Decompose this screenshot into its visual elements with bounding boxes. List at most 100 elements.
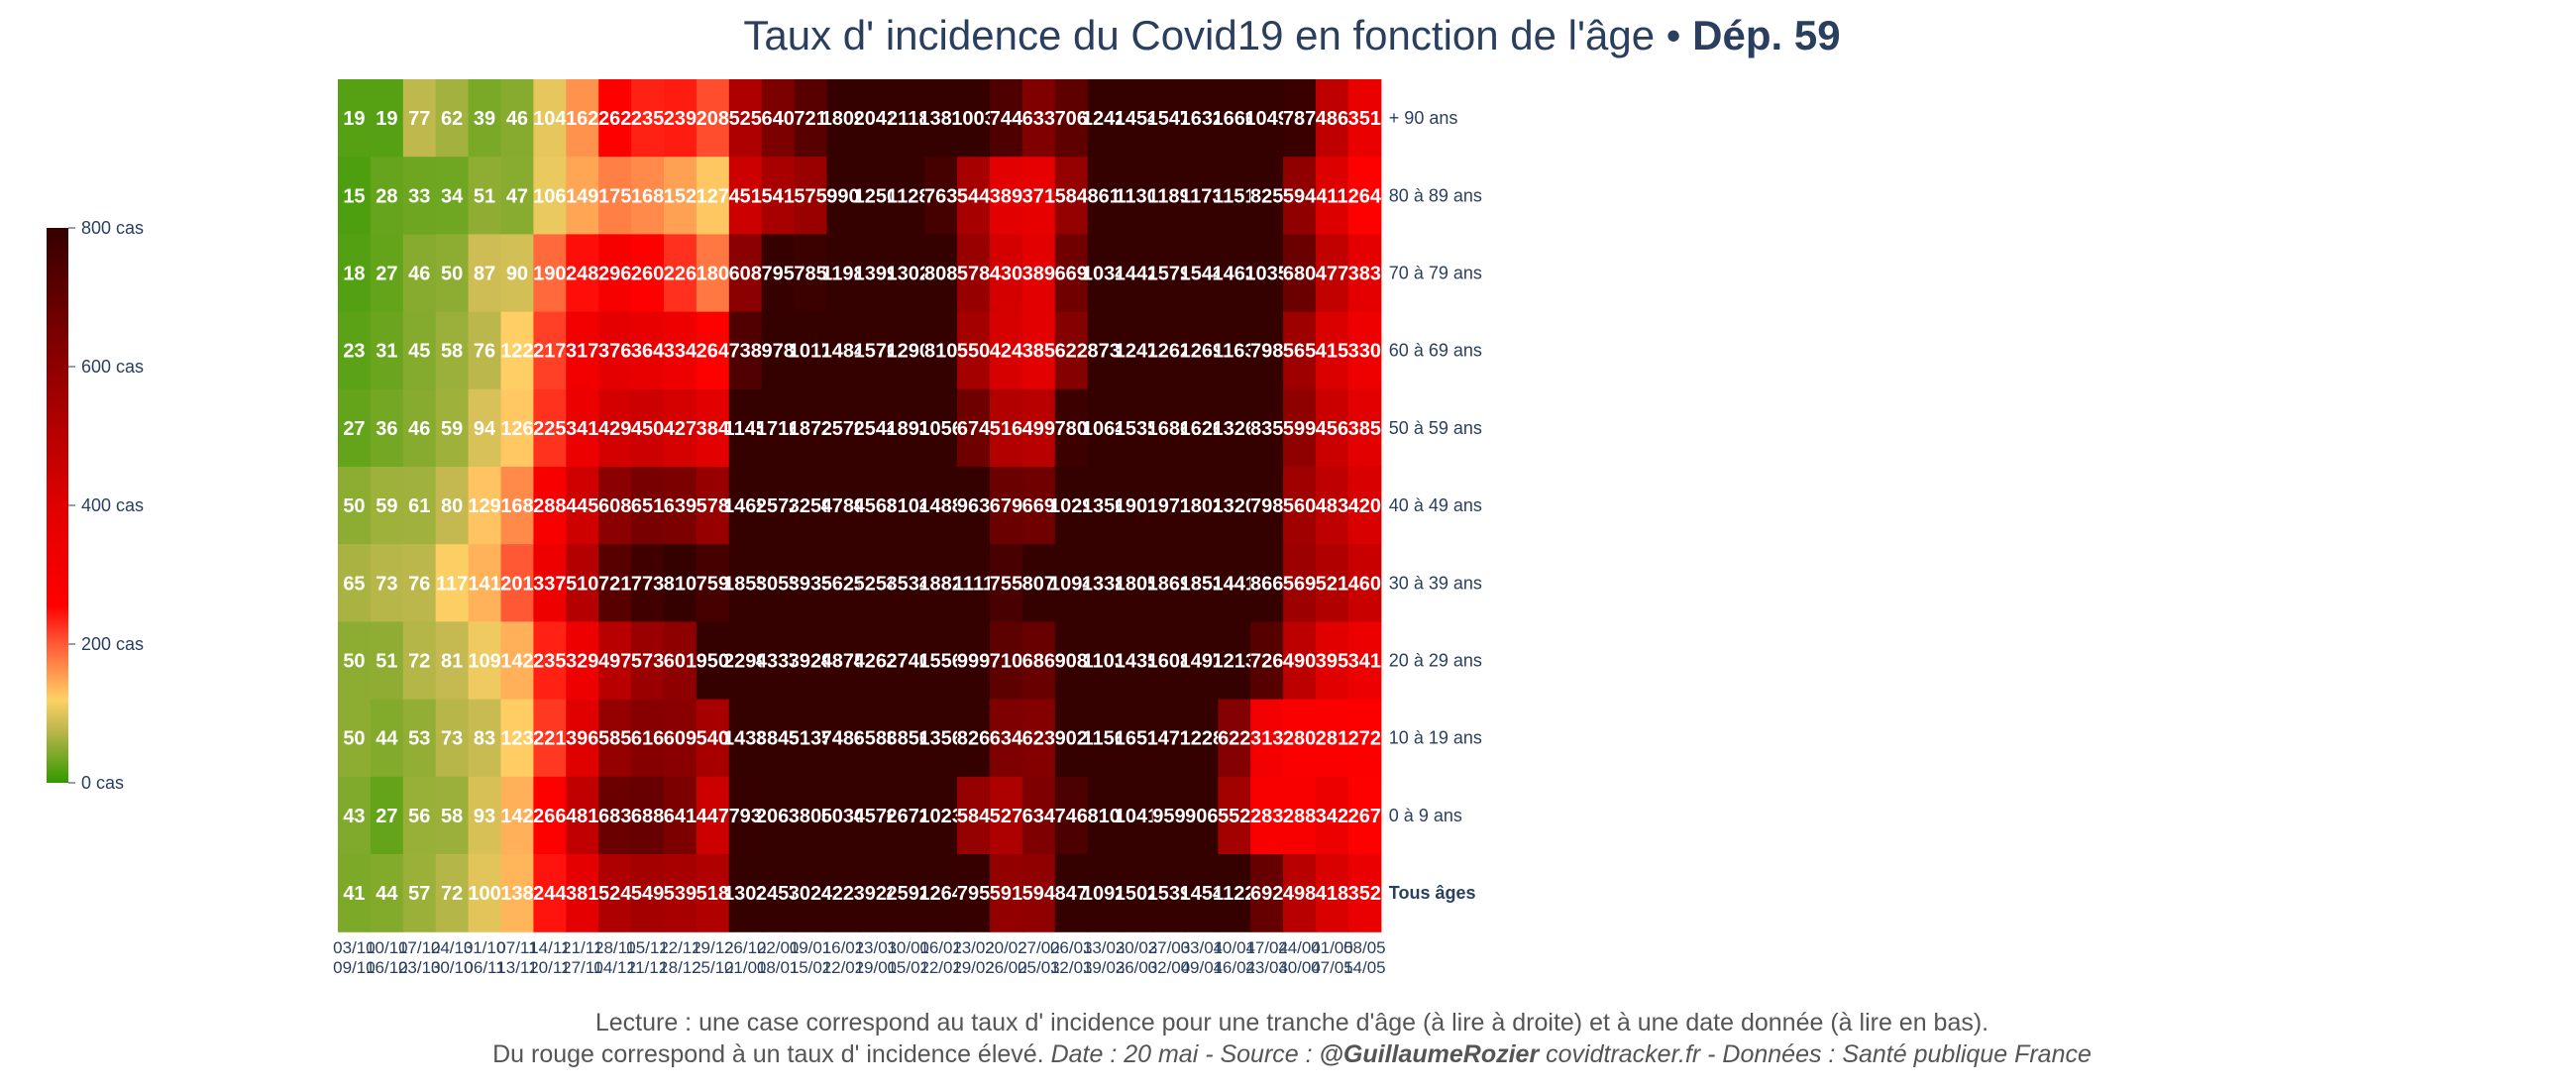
cell-value-label: 825 — [1250, 185, 1283, 207]
cell-value-label: 477 — [1316, 264, 1348, 285]
heatmap-cell — [1021, 157, 1056, 235]
legend-tick-label: 200 cas — [81, 634, 144, 654]
cell-value-label: 424 — [990, 341, 1023, 363]
heatmap-cell — [1218, 467, 1251, 545]
heatmap-cell — [794, 699, 828, 778]
heatmap-cell — [338, 388, 372, 468]
heatmap-cell — [1218, 234, 1251, 313]
heatmap-cell — [468, 776, 502, 855]
cell-value-label: 1151 — [1213, 185, 1255, 207]
heatmap-cell — [1021, 854, 1056, 932]
cell-value-label: 93 — [474, 806, 495, 827]
cell-value-label: 244 — [533, 883, 567, 905]
heatmap-cell — [370, 854, 404, 932]
cell-value-label: 450 — [631, 418, 664, 440]
heatmap-cell — [1218, 854, 1251, 932]
cell-value-label: 3534 — [887, 573, 931, 595]
heatmap-cell — [1120, 544, 1154, 622]
cell-value-label: 28 — [376, 185, 397, 207]
cell-value-label: 3843 — [756, 728, 801, 750]
cell-value-label: 906 — [1185, 806, 1218, 827]
cell-value-label: 826 — [957, 728, 990, 750]
heatmap-cell — [1087, 621, 1122, 701]
cell-value-label: 162 — [566, 108, 598, 130]
heatmap-cell — [1218, 776, 1251, 855]
cell-value-label: 1855 — [723, 573, 768, 595]
heatmap-cell — [1185, 854, 1219, 932]
cell-value-label: 138 — [500, 883, 533, 905]
heatmap-cell — [859, 621, 893, 701]
cell-value-label: 959 — [1152, 806, 1185, 827]
cell-value-label: 1901 — [1115, 495, 1159, 517]
heatmap-cell — [859, 157, 893, 235]
week-tick-label: 16/01 22/01 — [822, 938, 865, 977]
cell-value-label: 521 — [1316, 573, 1348, 595]
heatmap-cell — [1283, 854, 1317, 932]
heatmap-cell — [728, 854, 763, 932]
heatmap-cell — [402, 234, 437, 313]
heatmap-cell — [598, 311, 632, 390]
cell-value-label: 706 — [1055, 108, 1088, 130]
heatmap-cell — [1087, 157, 1122, 235]
age-group-label: + 90 ans — [1389, 108, 1458, 128]
cell-value-label: 1092 — [1082, 883, 1127, 905]
cell-value-label: 641 — [664, 806, 697, 827]
heatmap-cell — [1250, 79, 1284, 158]
cell-value-label: 59 — [441, 418, 463, 440]
cell-value-label: 58 — [441, 341, 463, 363]
heatmap-cell — [1120, 621, 1154, 701]
heatmap-cell — [826, 621, 860, 701]
heatmap-cell — [1054, 854, 1089, 932]
cell-value-label: 1497 — [1180, 651, 1225, 673]
cell-value-label: 1198 — [821, 264, 864, 285]
cell-value-label: 481 — [566, 806, 598, 827]
cell-value-label: 744 — [990, 108, 1023, 130]
cell-value-label: 1017 — [789, 341, 833, 363]
heatmap-cell — [826, 854, 860, 932]
cell-value-label: 81 — [441, 651, 463, 673]
cell-value-label: 2592 — [887, 883, 931, 905]
heatmap-cell — [338, 699, 372, 778]
heatmap-cell — [1120, 388, 1154, 468]
heatmap-cell — [370, 621, 404, 701]
cell-value-label: 1173 — [1180, 185, 1223, 207]
cell-value-label: 46 — [506, 108, 528, 130]
heatmap-cell — [1152, 776, 1186, 855]
cell-value-label: 1103 — [1082, 651, 1125, 673]
cell-value-label: 680 — [1283, 264, 1316, 285]
cell-value-label: 77 — [408, 108, 430, 130]
cell-value-label: 594 — [1022, 883, 1056, 905]
heatmap-cell — [598, 157, 632, 235]
cell-value-label: 15 — [343, 185, 365, 207]
heatmap-cell — [1218, 388, 1251, 468]
cell-value-label: 109 — [468, 651, 500, 673]
cell-value-label: 2570 — [821, 418, 866, 440]
heatmap-cell — [631, 467, 665, 545]
heatmap-cell — [500, 157, 534, 235]
cell-value-label: 1156 — [1082, 728, 1125, 750]
heatmap-cell — [1347, 621, 1382, 701]
heatmap-cell — [338, 776, 372, 855]
week-tick-label: 13/03 19/03 — [1083, 938, 1126, 977]
cell-value-label: 674 — [957, 418, 991, 440]
heatmap-cell — [892, 621, 925, 701]
heatmap-cell — [1087, 699, 1122, 778]
week-tick-label: 17/10 23/10 — [398, 938, 441, 977]
heatmap-cell — [338, 854, 372, 932]
cell-value-label: 601 — [664, 651, 697, 673]
cell-value-label: 569 — [1283, 573, 1316, 595]
heatmap-cell — [1347, 311, 1382, 390]
heatmap-cell — [566, 388, 599, 468]
cell-value-label: 41 — [343, 883, 365, 905]
heatmap-cell — [761, 467, 796, 545]
cell-value-label: 1547 — [1147, 108, 1192, 130]
cell-value-label: 351 — [1348, 108, 1381, 130]
cell-value-label: 383 — [1348, 264, 1381, 285]
cell-value-label: 1872 — [789, 418, 833, 440]
age-group-label: Tous âges — [1389, 883, 1476, 903]
cell-value-label: 1290 — [887, 341, 931, 363]
cell-value-label: 1163 — [1213, 341, 1255, 363]
heatmap-cell — [728, 79, 763, 158]
cell-value-label: 1465 — [723, 495, 768, 517]
cell-value-label: 80 — [441, 495, 463, 517]
